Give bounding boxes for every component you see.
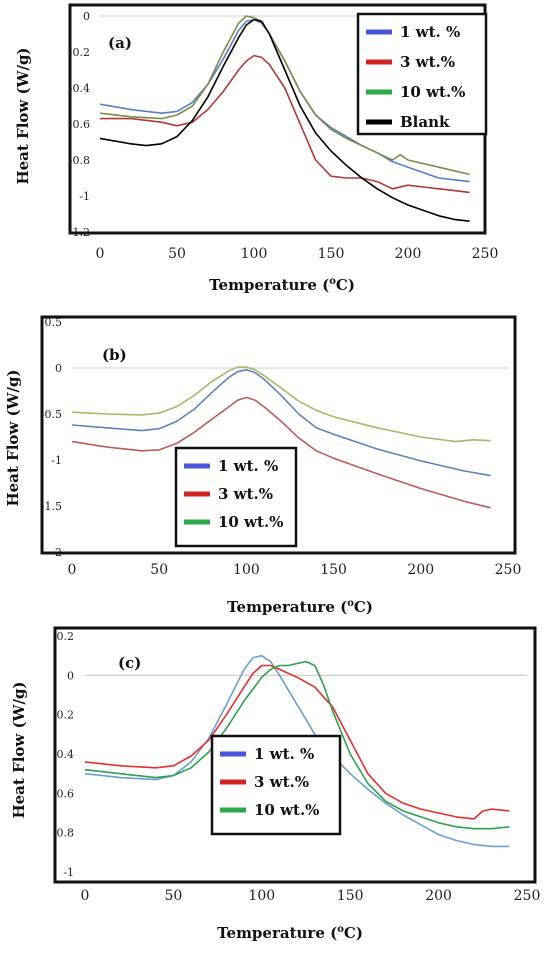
x-tick-label: 0: [81, 888, 90, 904]
x-tick-label: 100: [241, 246, 268, 262]
series-line: [71, 369, 491, 477]
y-tick-label: -1: [79, 190, 90, 203]
y-tick-label: -0.2: [69, 46, 90, 59]
x-tick-label: 0: [68, 562, 77, 578]
legend: 1 wt. % 3 wt.% 10 wt.%: [210, 734, 342, 836]
y-tick-label: -0.4: [53, 748, 74, 761]
y-tick-label: -2: [51, 546, 62, 559]
x-axis-label: Temperature (oC): [227, 598, 373, 616]
y-tick-label: 0: [67, 669, 74, 682]
legend-label: 1 wt. %: [218, 457, 278, 475]
series-line: [100, 54, 470, 194]
x-tick-label: 200: [407, 562, 434, 578]
y-tick-label: -1.2: [69, 226, 90, 239]
series-line: [84, 660, 510, 830]
x-tick-label: 150: [320, 562, 347, 578]
y-axis-label: Heat Flow (W/g): [14, 47, 32, 184]
chart-panel-3: 0.2 0 -0.2 -0.4 -0.6 -0.8 -1 0 50 100 150 200 250 Hea…: [10, 626, 541, 942]
legend-label: 3 wt.%: [400, 53, 455, 71]
panel-label: (a): [108, 34, 132, 52]
legend: 1 wt. % 3 wt.% 10 wt.%: [174, 446, 298, 548]
y-tick-label: -0.5: [41, 408, 62, 421]
series-line: [99, 15, 470, 176]
legend-label: 1 wt. %: [254, 745, 314, 763]
y-tick-label: -0.8: [53, 827, 74, 840]
plot-frame: [40, 315, 517, 555]
legend-label: 10 wt.%: [218, 513, 283, 531]
series-line: [71, 396, 491, 509]
legend: 1 wt. % 3 wt.% 10 wt.% Blank: [356, 12, 488, 136]
y-tick-label: -0.8: [69, 154, 90, 167]
legend-label: Blank: [400, 113, 450, 131]
y-tick-label: -1: [51, 454, 62, 467]
y-tick-label: 0.2: [57, 630, 75, 643]
y-tick-label: -1.5: [41, 500, 62, 513]
x-tick-label: 50: [168, 246, 186, 262]
x-tick-label: 150: [337, 888, 364, 904]
y-tick-label: 0: [83, 10, 90, 23]
x-tick-label: 50: [164, 888, 182, 904]
y-tick-label: 0: [55, 362, 62, 375]
y-tick-label: -0.4: [69, 82, 90, 95]
x-tick-label: 0: [96, 246, 105, 262]
x-tick-label: 200: [395, 246, 422, 262]
plot-frame: [53, 626, 537, 884]
panel-label: (c): [118, 654, 141, 672]
legend-label: 3 wt.%: [218, 485, 273, 503]
x-tick-label: 100: [233, 562, 260, 578]
y-tick-label: 0.5: [45, 316, 63, 329]
x-tick-label: 150: [318, 246, 345, 262]
series-line: [71, 366, 491, 443]
legend-label: 3 wt.%: [254, 773, 309, 791]
x-tick-label: 250: [495, 562, 522, 578]
y-tick-label: -1: [63, 866, 74, 879]
x-tick-label: 50: [150, 562, 168, 578]
y-axis-label: Heat Flow (W/g): [4, 369, 22, 506]
y-tick-label: -0.6: [69, 118, 90, 131]
y-tick-label: -0.6: [53, 787, 74, 800]
x-tick-label: 250: [472, 246, 499, 262]
series-line: [84, 664, 510, 820]
legend-label: 10 wt.%: [400, 83, 465, 101]
legend-label: 1 wt. %: [400, 23, 460, 41]
chart-panel-2: 0.5 0 -0.5 -1 -1.5 -2 0 50 100 150 200 250 Heat Flow…: [4, 315, 522, 616]
y-axis-label: Heat Flow (W/g): [10, 681, 28, 818]
x-axis-label: Temperature (oC): [217, 924, 363, 942]
panel-label: (b): [102, 346, 127, 364]
x-tick-label: 100: [248, 888, 275, 904]
legend-label: 10 wt.%: [254, 801, 319, 819]
y-tick-label: -0.2: [53, 709, 74, 722]
series-line: [99, 18, 470, 222]
x-tick-label: 250: [514, 888, 541, 904]
chart-panel-1: 0 -0.2 -0.4 -0.6 -0.8 -1 -1.2 0 50 100 150 200 250 He…: [14, 3, 499, 294]
x-axis-label: Temperature (oC): [209, 276, 355, 294]
x-tick-label: 200: [425, 888, 452, 904]
series-line: [84, 654, 510, 848]
